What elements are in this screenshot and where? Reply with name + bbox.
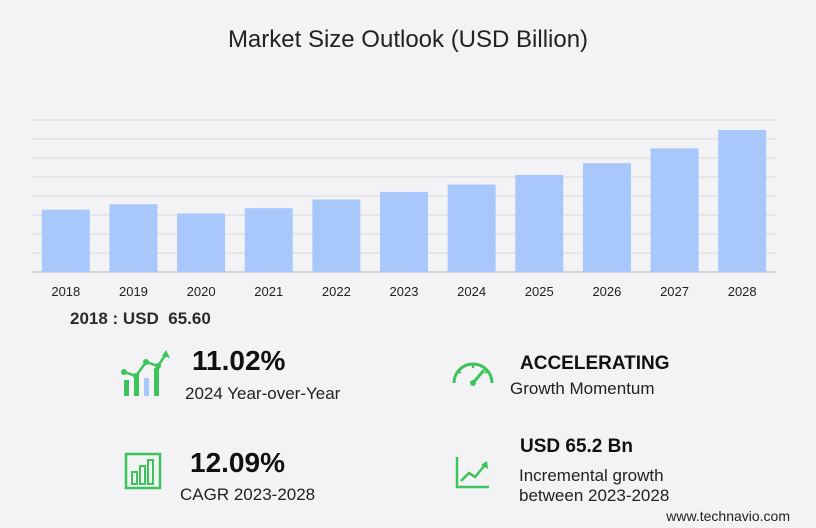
bar-2020	[177, 213, 226, 272]
x-tick-label-2020: 2020	[187, 284, 216, 299]
speedometer-icon	[452, 362, 494, 386]
bar-chart: 2018 2019 2020 2021 2022 2023 2024 2025 2026 2027…	[32, 119, 776, 299]
momentum-label: Growth Momentum	[510, 379, 655, 398]
bar-2026	[582, 163, 631, 272]
yoy-value: 11.02%	[192, 345, 286, 376]
bar-2028	[718, 129, 767, 272]
bar-chart-icon	[124, 452, 162, 490]
x-tick-label-2021: 2021	[254, 284, 283, 299]
bar-2021	[244, 208, 293, 272]
bar-2022	[312, 199, 361, 272]
cagr-value: 12.09%	[190, 447, 285, 478]
footer-url: www.technavio.com	[666, 508, 790, 524]
bar-2024	[447, 184, 496, 272]
x-tick-label-2022: 2022	[322, 284, 351, 299]
x-tick-label-2024: 2024	[457, 284, 486, 299]
bar-2018	[41, 209, 90, 272]
incremental-value: USD 65.2 Bn	[520, 436, 633, 457]
incremental-label-line1: Incremental growth	[519, 466, 664, 485]
chart-title: Market Size Outlook (USD Billion)	[227, 26, 589, 53]
x-tick-label-2028: 2028	[728, 284, 757, 299]
x-tick-label-2027: 2027	[660, 284, 689, 299]
bar-2025	[515, 174, 564, 272]
x-tick-label-2023: 2023	[390, 284, 419, 299]
x-tick-label-2026: 2026	[592, 284, 621, 299]
x-tick-label-2018: 2018	[51, 284, 80, 299]
yoy-label: 2024 Year-over-Year	[185, 384, 341, 403]
bar-2023	[380, 191, 428, 272]
cagr-label: CAGR 2023-2028	[180, 485, 316, 504]
first-year-value: 2018 : USD 65.60	[70, 309, 211, 328]
bar-2027	[650, 148, 699, 272]
x-tick-label-2019: 2019	[119, 284, 148, 299]
x-tick-label-2025: 2025	[525, 284, 554, 299]
momentum-value: ACCELERATING	[520, 353, 670, 374]
bar-2019	[109, 204, 158, 272]
growth-chart-icon	[121, 350, 170, 396]
trend-up-icon	[455, 457, 489, 489]
incremental-label-line2: between 2023-2028	[519, 486, 670, 505]
